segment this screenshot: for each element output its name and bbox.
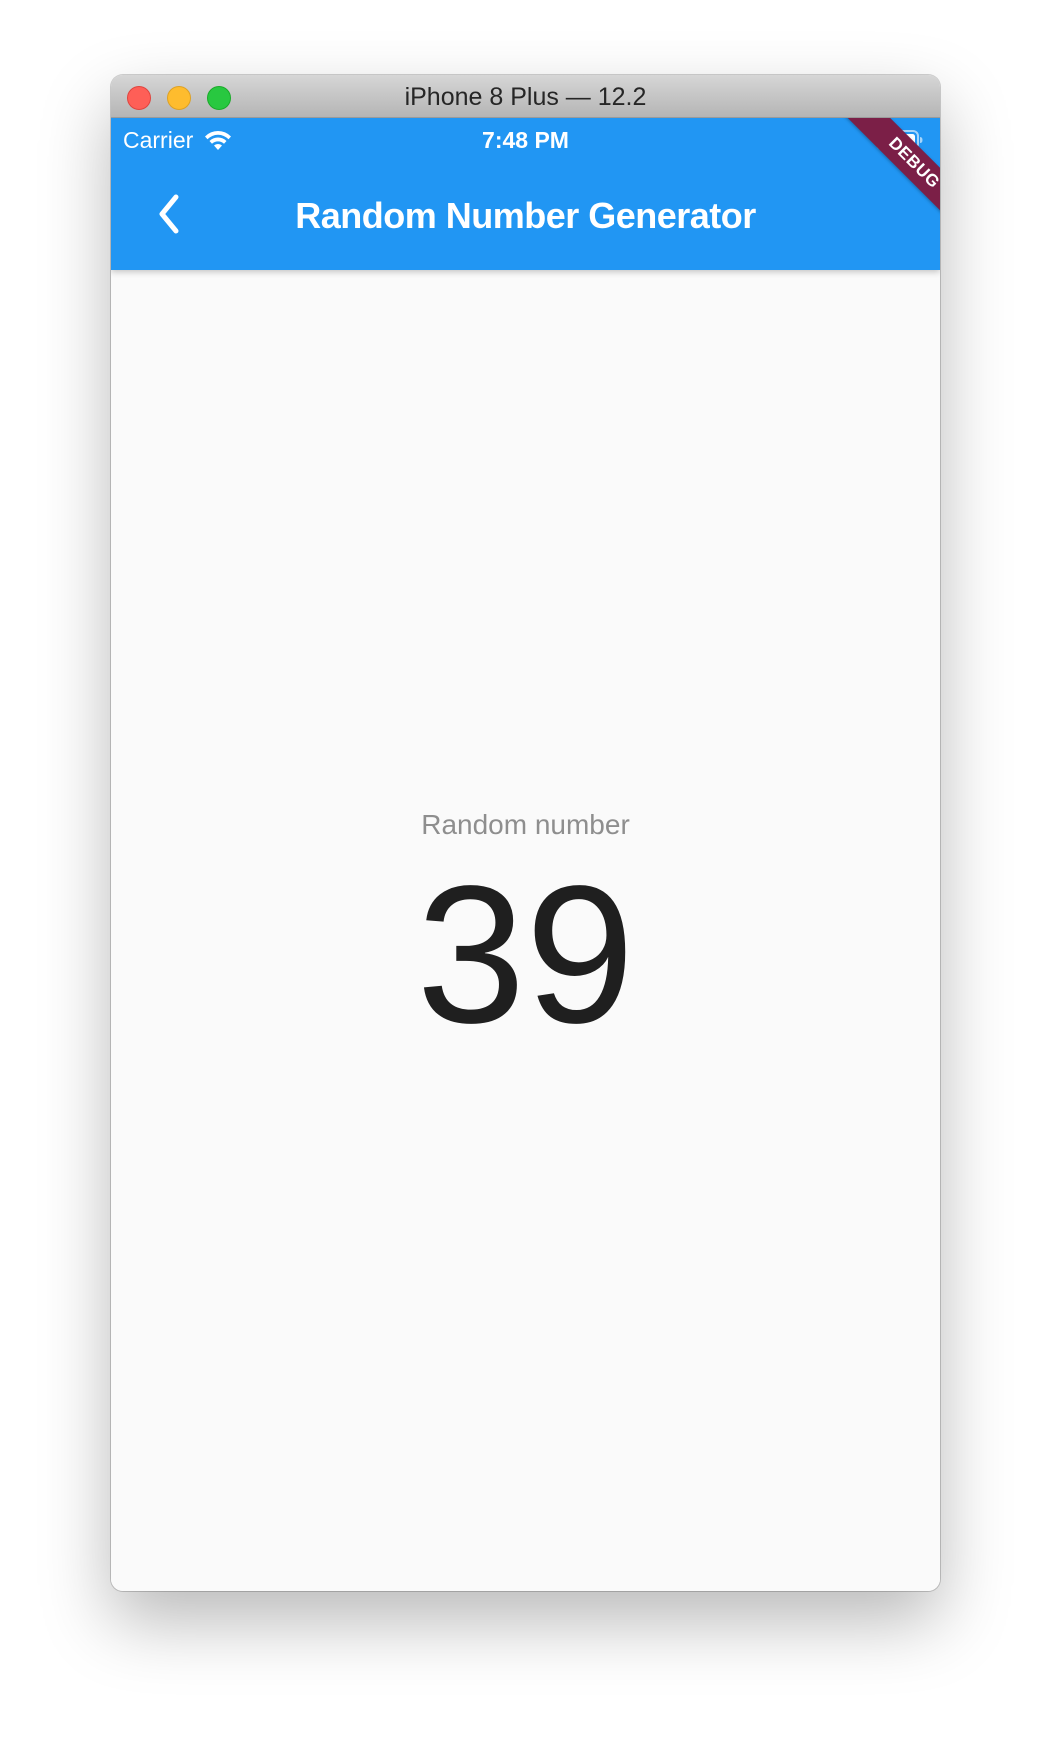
battery-icon xyxy=(876,130,923,150)
status-bar: Carrier 7:48 PM xyxy=(111,118,940,162)
status-time: 7:48 PM xyxy=(482,127,569,153)
maximize-window-button[interactable] xyxy=(207,86,231,110)
carrier-indicator: Carrier xyxy=(123,127,233,154)
wifi-icon xyxy=(205,130,232,150)
device-screen: Carrier 7:48 PM xyxy=(111,118,940,1591)
app-bar: Carrier 7:48 PM xyxy=(111,118,940,270)
page-title: Random Number Generator xyxy=(295,195,756,236)
close-window-button[interactable] xyxy=(127,86,151,110)
back-button[interactable] xyxy=(139,184,199,244)
simulator-window: iPhone 8 Plus — 12.2 Carrier 7:48 PM xyxy=(111,75,940,1591)
window-title: iPhone 8 Plus — 12.2 xyxy=(404,83,647,111)
random-number-value: 39 xyxy=(416,845,635,1064)
random-number-label: Random number xyxy=(421,809,630,840)
minimize-window-button[interactable] xyxy=(167,86,191,110)
chevron-left-icon xyxy=(159,194,179,234)
carrier-label: Carrier xyxy=(123,127,194,153)
navigation-row: Random Number Generator xyxy=(111,162,940,270)
main-content: Random number 39 xyxy=(111,270,940,1591)
window-titlebar[interactable]: iPhone 8 Plus — 12.2 xyxy=(111,75,940,118)
